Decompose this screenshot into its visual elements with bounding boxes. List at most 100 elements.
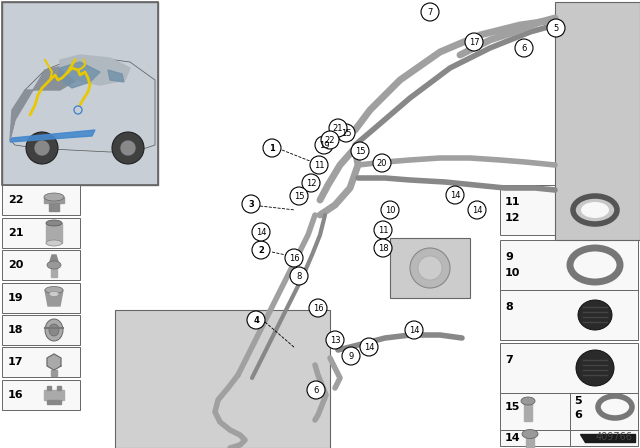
Polygon shape — [47, 354, 61, 370]
Polygon shape — [10, 58, 155, 152]
Polygon shape — [45, 290, 63, 306]
FancyBboxPatch shape — [500, 185, 638, 235]
Circle shape — [290, 187, 308, 205]
FancyBboxPatch shape — [2, 315, 80, 345]
Text: 20: 20 — [377, 159, 387, 168]
Text: 20: 20 — [8, 260, 24, 270]
Circle shape — [421, 3, 439, 21]
Text: 22: 22 — [8, 195, 24, 205]
Polygon shape — [526, 434, 534, 448]
Polygon shape — [49, 203, 59, 211]
Text: 14: 14 — [409, 326, 419, 335]
Circle shape — [373, 154, 391, 172]
Text: 9: 9 — [505, 252, 513, 262]
Circle shape — [315, 136, 333, 154]
FancyBboxPatch shape — [2, 283, 80, 313]
Text: 6: 6 — [314, 385, 319, 395]
Text: 18: 18 — [8, 325, 24, 335]
Text: 6: 6 — [574, 410, 582, 420]
Text: 18: 18 — [378, 244, 388, 253]
Text: 19: 19 — [8, 293, 24, 303]
Ellipse shape — [47, 261, 61, 269]
Circle shape — [302, 174, 320, 192]
FancyBboxPatch shape — [115, 310, 330, 448]
Circle shape — [547, 19, 565, 37]
FancyBboxPatch shape — [500, 393, 570, 430]
Text: 11: 11 — [378, 225, 388, 234]
Text: 11: 11 — [314, 160, 324, 169]
Polygon shape — [49, 255, 59, 265]
Polygon shape — [58, 62, 100, 88]
Text: 14: 14 — [364, 343, 374, 352]
Text: 22: 22 — [324, 135, 335, 145]
Ellipse shape — [581, 202, 609, 218]
Circle shape — [309, 299, 327, 317]
Circle shape — [381, 201, 399, 219]
Circle shape — [252, 241, 270, 259]
Circle shape — [247, 311, 265, 329]
FancyBboxPatch shape — [2, 347, 80, 377]
FancyBboxPatch shape — [500, 430, 570, 446]
Circle shape — [26, 132, 58, 164]
Ellipse shape — [578, 300, 612, 330]
Text: 17: 17 — [468, 38, 479, 47]
Circle shape — [242, 195, 260, 213]
Circle shape — [405, 321, 423, 339]
Polygon shape — [10, 130, 95, 142]
Circle shape — [468, 201, 486, 219]
Circle shape — [329, 119, 347, 137]
Ellipse shape — [46, 220, 62, 226]
Circle shape — [252, 223, 270, 241]
Polygon shape — [524, 401, 532, 421]
Circle shape — [446, 186, 464, 204]
Ellipse shape — [522, 430, 538, 439]
Ellipse shape — [45, 287, 63, 293]
Text: 3: 3 — [248, 199, 254, 208]
Circle shape — [112, 132, 144, 164]
Polygon shape — [580, 434, 635, 442]
Text: 15: 15 — [294, 191, 304, 201]
Circle shape — [360, 338, 378, 356]
Polygon shape — [108, 70, 124, 82]
Text: 21: 21 — [8, 228, 24, 238]
Circle shape — [321, 131, 339, 149]
FancyBboxPatch shape — [2, 185, 80, 215]
Text: 7: 7 — [428, 8, 433, 17]
Polygon shape — [44, 197, 64, 203]
Polygon shape — [60, 55, 130, 85]
Circle shape — [290, 267, 308, 285]
Ellipse shape — [579, 256, 611, 274]
Text: 6: 6 — [522, 43, 527, 52]
Text: 8: 8 — [296, 271, 301, 280]
Text: 15: 15 — [355, 146, 365, 155]
Text: 16: 16 — [313, 303, 323, 313]
Text: 14: 14 — [450, 190, 460, 199]
Text: 14: 14 — [256, 228, 266, 237]
Circle shape — [307, 381, 325, 399]
Ellipse shape — [45, 319, 63, 341]
FancyBboxPatch shape — [2, 380, 80, 410]
Polygon shape — [47, 400, 61, 404]
FancyBboxPatch shape — [2, 218, 80, 248]
Text: 15: 15 — [505, 402, 520, 412]
Circle shape — [465, 33, 483, 51]
Ellipse shape — [44, 193, 64, 201]
FancyBboxPatch shape — [2, 250, 80, 280]
Ellipse shape — [46, 240, 62, 246]
FancyBboxPatch shape — [500, 343, 638, 393]
Text: 5: 5 — [554, 23, 559, 33]
FancyBboxPatch shape — [2, 2, 158, 185]
Text: 4: 4 — [253, 315, 259, 324]
Text: 8: 8 — [505, 302, 513, 312]
Text: 14: 14 — [505, 433, 520, 443]
Polygon shape — [46, 223, 62, 243]
FancyBboxPatch shape — [500, 290, 638, 340]
FancyBboxPatch shape — [500, 240, 638, 290]
Text: 2: 2 — [258, 246, 264, 254]
Text: 16: 16 — [289, 254, 300, 263]
Ellipse shape — [49, 324, 59, 336]
Circle shape — [310, 156, 328, 174]
Text: 21: 21 — [333, 124, 343, 133]
Circle shape — [337, 124, 355, 142]
Ellipse shape — [576, 350, 614, 386]
